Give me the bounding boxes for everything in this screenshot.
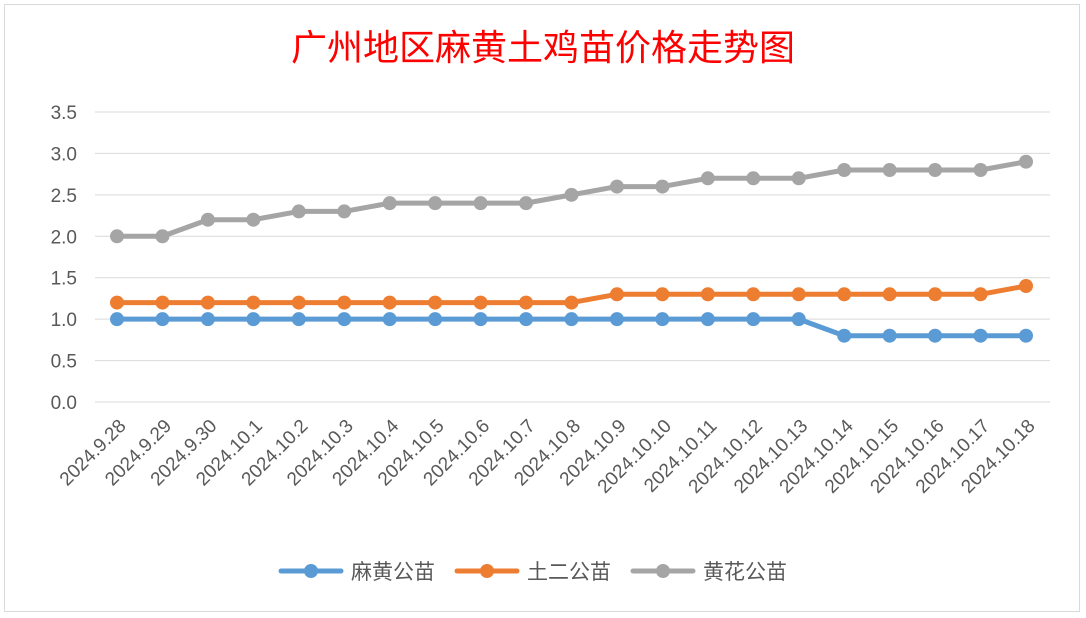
y-tick-label: 2.5 bbox=[51, 186, 77, 207]
data-point[interactable] bbox=[200, 212, 215, 227]
data-point[interactable] bbox=[291, 295, 306, 310]
data-point[interactable] bbox=[246, 295, 261, 310]
data-point[interactable] bbox=[382, 312, 397, 327]
data-point[interactable] bbox=[200, 312, 215, 327]
legend-swatch-marker bbox=[480, 564, 494, 578]
legend-label: 土二公苗 bbox=[527, 560, 611, 584]
data-point[interactable] bbox=[519, 196, 534, 211]
data-point[interactable] bbox=[473, 312, 488, 327]
data-point[interactable] bbox=[246, 212, 261, 227]
data-point[interactable] bbox=[519, 295, 534, 310]
y-axis-tick-labels: 0.0 0.5 1.0 1.5 2.0 2.5 3.0 3.5 bbox=[51, 103, 77, 414]
data-point[interactable] bbox=[882, 163, 897, 177]
legend-swatch-marker bbox=[656, 564, 670, 578]
legend: 麻黄公苗 土二公苗 黄花公苗 bbox=[278, 560, 787, 584]
legend-swatch-marker bbox=[304, 564, 318, 578]
data-point[interactable] bbox=[110, 229, 124, 244]
data-point[interactable] bbox=[155, 229, 170, 244]
data-point[interactable] bbox=[973, 163, 988, 177]
data-point[interactable] bbox=[382, 196, 397, 211]
data-point[interactable] bbox=[291, 204, 306, 219]
chart-frame[interactable] bbox=[4, 4, 1080, 612]
y-tick-label: 0.5 bbox=[51, 352, 77, 373]
data-point[interactable] bbox=[428, 196, 443, 211]
data-point[interactable] bbox=[700, 171, 715, 186]
data-point[interactable] bbox=[609, 312, 624, 327]
data-point[interactable] bbox=[746, 287, 761, 302]
data-point[interactable] bbox=[791, 312, 806, 327]
data-point[interactable] bbox=[746, 312, 761, 327]
data-point[interactable] bbox=[564, 187, 579, 202]
data-point[interactable] bbox=[155, 295, 170, 310]
legend-label: 麻黄公苗 bbox=[351, 560, 435, 584]
data-point[interactable] bbox=[155, 312, 170, 327]
data-point[interactable] bbox=[428, 295, 443, 310]
data-point[interactable] bbox=[473, 295, 488, 310]
data-point[interactable] bbox=[882, 328, 897, 343]
legend-item[interactable]: 黄花公苗 bbox=[630, 560, 787, 584]
data-point[interactable] bbox=[473, 196, 488, 211]
data-point[interactable] bbox=[655, 179, 670, 194]
data-point[interactable] bbox=[700, 287, 715, 302]
data-point[interactable] bbox=[110, 312, 124, 327]
y-tick-label: 3.0 bbox=[51, 144, 77, 165]
chart-title: 广州地区麻黄土鸡苗价格走势图 bbox=[291, 28, 795, 69]
data-point[interactable] bbox=[337, 204, 352, 219]
y-tick-label: 2.0 bbox=[51, 227, 77, 248]
gridlines bbox=[95, 111, 1050, 403]
data-point[interactable] bbox=[882, 287, 897, 302]
data-point[interactable] bbox=[746, 171, 761, 186]
data-point[interactable] bbox=[791, 171, 806, 186]
data-point[interactable] bbox=[837, 287, 852, 302]
legend-label: 黄花公苗 bbox=[703, 560, 787, 584]
data-point[interactable] bbox=[700, 312, 715, 327]
data-point[interactable] bbox=[928, 163, 943, 177]
x-axis-tick-labels: 2024.9.282024.9.292024.9.302024.10.12024… bbox=[56, 415, 1040, 497]
series-0 bbox=[110, 312, 1033, 343]
data-point[interactable] bbox=[609, 287, 624, 302]
data-point[interactable] bbox=[609, 179, 624, 194]
data-point[interactable] bbox=[382, 295, 397, 310]
y-tick-label: 1.5 bbox=[51, 269, 77, 290]
data-point[interactable] bbox=[246, 312, 261, 327]
data-point[interactable] bbox=[291, 312, 306, 327]
series-lines bbox=[110, 154, 1033, 343]
data-point[interactable] bbox=[655, 287, 670, 302]
data-point[interactable] bbox=[110, 295, 124, 310]
y-tick-label: 0.0 bbox=[51, 393, 77, 414]
legend-item[interactable]: 麻黄公苗 bbox=[278, 560, 435, 584]
data-point[interactable] bbox=[200, 295, 215, 310]
data-point[interactable] bbox=[428, 312, 443, 327]
y-tick-label: 3.5 bbox=[51, 103, 77, 124]
series-2 bbox=[110, 154, 1033, 244]
data-point[interactable] bbox=[928, 287, 943, 302]
data-point[interactable] bbox=[1019, 328, 1033, 343]
data-point[interactable] bbox=[519, 312, 534, 327]
series-1 bbox=[110, 279, 1033, 310]
data-point[interactable] bbox=[973, 287, 988, 302]
legend-item[interactable]: 土二公苗 bbox=[454, 560, 611, 584]
data-point[interactable] bbox=[973, 328, 988, 343]
data-point[interactable] bbox=[337, 312, 352, 327]
data-point[interactable] bbox=[1019, 154, 1033, 169]
data-point[interactable] bbox=[837, 328, 852, 343]
data-point[interactable] bbox=[564, 312, 579, 327]
data-point[interactable] bbox=[1019, 279, 1033, 293]
data-point[interactable] bbox=[928, 328, 943, 343]
y-tick-label: 1.0 bbox=[51, 310, 77, 331]
data-point[interactable] bbox=[564, 295, 579, 310]
data-point[interactable] bbox=[655, 312, 670, 327]
data-point[interactable] bbox=[837, 163, 852, 177]
data-point[interactable] bbox=[791, 287, 806, 302]
data-point[interactable] bbox=[337, 295, 352, 310]
